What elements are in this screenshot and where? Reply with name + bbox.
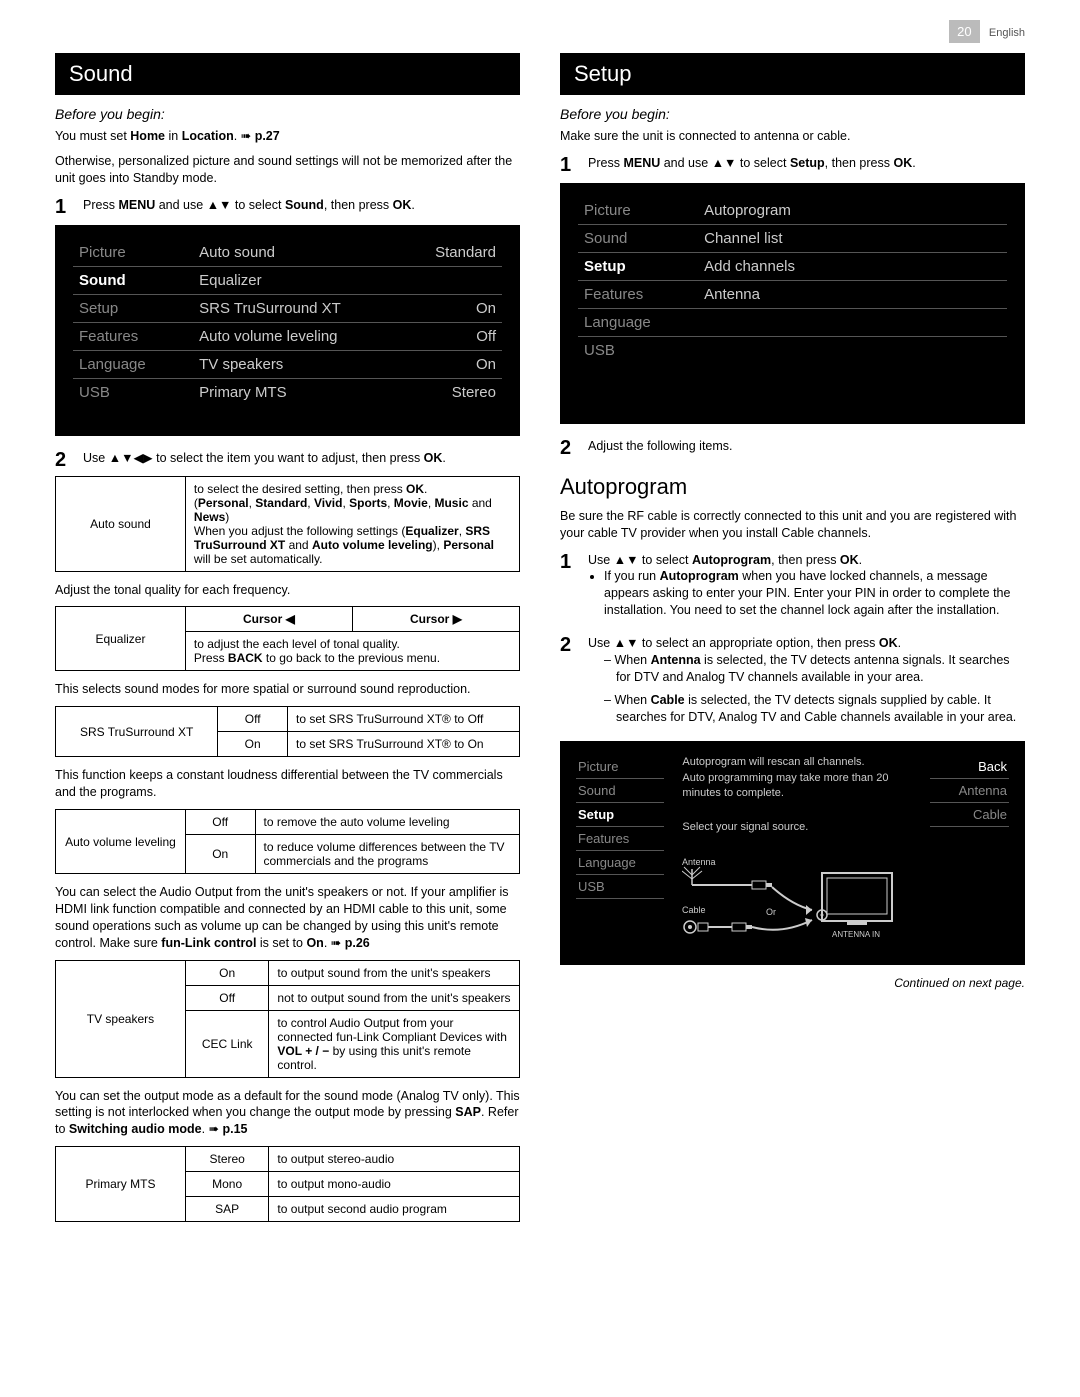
tvspk-table: TV speakers On to output sound from the …: [55, 960, 520, 1078]
step-number: 1: [55, 197, 73, 217]
before-you-begin-label: Before you begin:: [55, 105, 520, 124]
setup-menu-screenshot: PictureAutoprogram SoundChannel list Set…: [560, 183, 1025, 424]
sound-title: Sound: [55, 53, 520, 95]
cursor-right-header: Cursor ▶: [352, 607, 519, 632]
cursor-left-header: Cursor ◀: [185, 607, 352, 632]
source-options: Back Antenna Cable: [930, 755, 1009, 945]
sound-step2: Use ▲▼◀▶ to select the item you want to …: [83, 450, 520, 467]
before-you-begin-label: Before you begin:: [560, 105, 1025, 124]
mts-label: Primary MTS: [56, 1147, 186, 1222]
avl-label: Auto volume leveling: [56, 810, 186, 874]
setup-step1: Press MENU and use ▲▼ to select Setup, t…: [588, 155, 1025, 172]
tvspk-cec-desc: to control Audio Output from your connec…: [269, 1010, 520, 1077]
continued-note: Continued on next page.: [560, 975, 1025, 991]
equalizer-table: Equalizer Cursor ◀ Cursor ▶ to adjust th…: [55, 606, 520, 671]
mts-intro: You can set the output mode as a default…: [55, 1088, 520, 1139]
page-number: 20: [949, 20, 979, 43]
page-header: 20 English: [55, 20, 1025, 43]
antenna-label: Antenna: [682, 857, 716, 867]
antenna-option-desc: When Antenna is selected, the TV detects…: [604, 652, 1025, 686]
setup-step2: Adjust the following items.: [588, 438, 1025, 455]
autoprogram-step2: Use ▲▼ to select an appropriate option, …: [588, 635, 1025, 731]
autoprogram-intro: Be sure the RF cable is correctly connec…: [560, 508, 1025, 542]
equalizer-label: Equalizer: [56, 607, 186, 671]
duration-msg: Auto programming may take more than 20 m…: [682, 771, 912, 802]
auto-sound-table: Auto sound to select the desired setting…: [55, 476, 520, 572]
avl-intro: This function keeps a constant loudness …: [55, 767, 520, 801]
cable-label: Cable: [682, 905, 706, 915]
tvspk-label: TV speakers: [56, 960, 186, 1077]
tvspk-intro: You can select the Audio Output from the…: [55, 884, 520, 952]
auto-sound-desc: to select the desired setting, then pres…: [185, 476, 519, 571]
sound-column: Sound Before you begin: You must set Hom…: [55, 53, 520, 1232]
autoprogram-heading: Autoprogram: [560, 474, 1025, 500]
or-label: Or: [766, 907, 776, 917]
cable-option-desc: When Cable is selected, the TV detects s…: [604, 692, 1025, 726]
step-number: 2: [560, 438, 578, 458]
antenna-in-label: ANTENNA IN: [832, 930, 880, 939]
step-number: 1: [560, 155, 578, 175]
step-number: 1: [560, 552, 578, 572]
step-number: 2: [560, 635, 578, 655]
sound-menu-screenshot: PictureAuto soundStandard SoundEqualizer…: [55, 225, 520, 436]
make-sure-note: Make sure the unit is connected to anten…: [560, 128, 1025, 145]
rescan-msg: Autoprogram will rescan all channels.: [682, 755, 912, 770]
sound-step1: Press MENU and use ▲▼ to select Sound, t…: [83, 197, 520, 214]
otherwise-note: Otherwise, personalized picture and soun…: [55, 153, 520, 187]
setup-title: Setup: [560, 53, 1025, 95]
home-location-note: You must set Home in Location. ➠ p.27: [55, 128, 520, 145]
srs-table: SRS TruSurround XT Off to set SRS TruSur…: [55, 706, 520, 757]
srs-intro: This selects sound modes for more spatia…: [55, 681, 520, 698]
step-number: 2: [55, 450, 73, 470]
auto-sound-label: Auto sound: [56, 476, 186, 571]
autoprogram-step1: Use ▲▼ to select Autoprogram, then press…: [588, 552, 1025, 626]
setup-column: Setup Before you begin: Make sure the un…: [560, 53, 1025, 1232]
page-language: English: [989, 27, 1025, 39]
mts-table: Primary MTS Stereo to output stereo-audi…: [55, 1146, 520, 1222]
avl-table: Auto volume leveling Off to remove the a…: [55, 809, 520, 874]
side-menu: PictureSoundSetup FeaturesLanguageUSB: [576, 755, 664, 945]
srs-label: SRS TruSurround XT: [56, 707, 218, 757]
select-source-msg: Select your signal source.: [682, 820, 912, 835]
connection-diagram: Antenna Cable: [682, 855, 912, 945]
equalizer-intro: Adjust the tonal quality for each freque…: [55, 582, 520, 599]
equalizer-desc: to adjust the each level of tonal qualit…: [185, 632, 519, 671]
autoprogram-screen: PictureSoundSetup FeaturesLanguageUSB Au…: [560, 741, 1025, 965]
autoprogram-bullet: If you run Autoprogram when you have loc…: [604, 568, 1025, 619]
